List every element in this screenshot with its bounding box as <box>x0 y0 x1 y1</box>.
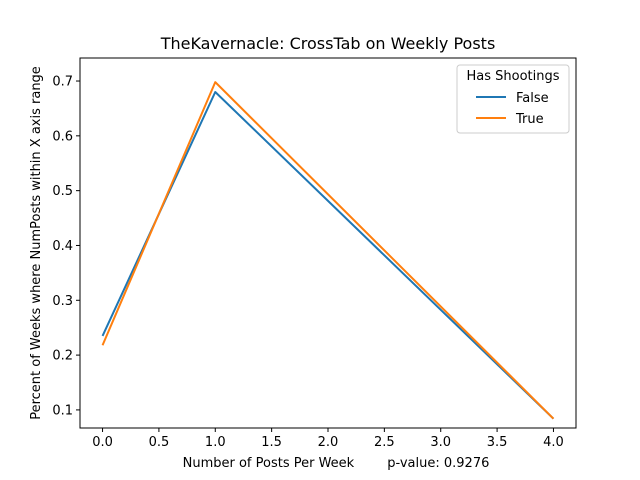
x-tick-label: 4.0 <box>543 435 564 450</box>
legend-title: Has Shootings <box>466 69 559 84</box>
x-tick-label: 2.5 <box>374 435 395 450</box>
x-axis-ticks: 0.0 0.5 1.0 1.5 2.0 2.5 3.0 3.5 4.0 <box>92 428 564 450</box>
y-tick-label: 0.7 <box>52 75 73 90</box>
y-axis-label: Percent of Weeks where NumPosts within X… <box>29 66 44 420</box>
legend-box <box>456 64 570 134</box>
series-line-false <box>101 90 555 420</box>
x-tick-label: 2.0 <box>318 435 339 450</box>
y-tick-label: 0.3 <box>52 294 73 309</box>
y-tick-label: 0.5 <box>52 184 73 199</box>
legend-label-true: True <box>515 112 544 127</box>
series-line-true <box>101 81 555 420</box>
x-tick-label: 0.0 <box>92 435 113 450</box>
series-lines <box>101 81 555 420</box>
y-tick-label: 0.1 <box>52 403 73 418</box>
x-tick-label: 1.5 <box>261 435 282 450</box>
x-axis-label: Number of Posts Per Week p-value: 0.9276 <box>183 456 490 471</box>
x-tick-label: 1.0 <box>205 435 226 450</box>
x-tick-label: 3.5 <box>487 435 508 450</box>
y-axis-ticks: 0.1 0.2 0.3 0.4 0.5 0.6 0.7 <box>52 75 80 418</box>
chart-title: TheKavernacle: CrossTab on Weekly Posts <box>160 34 496 53</box>
y-tick-label: 0.2 <box>52 349 73 364</box>
x-tick-label: 0.5 <box>149 435 170 450</box>
x-tick-label: 3.0 <box>430 435 451 450</box>
y-tick-label: 0.6 <box>52 129 73 144</box>
legend-label-false: False <box>516 91 549 106</box>
legend: Has Shootings False True <box>456 64 570 134</box>
y-tick-label: 0.4 <box>52 239 73 254</box>
